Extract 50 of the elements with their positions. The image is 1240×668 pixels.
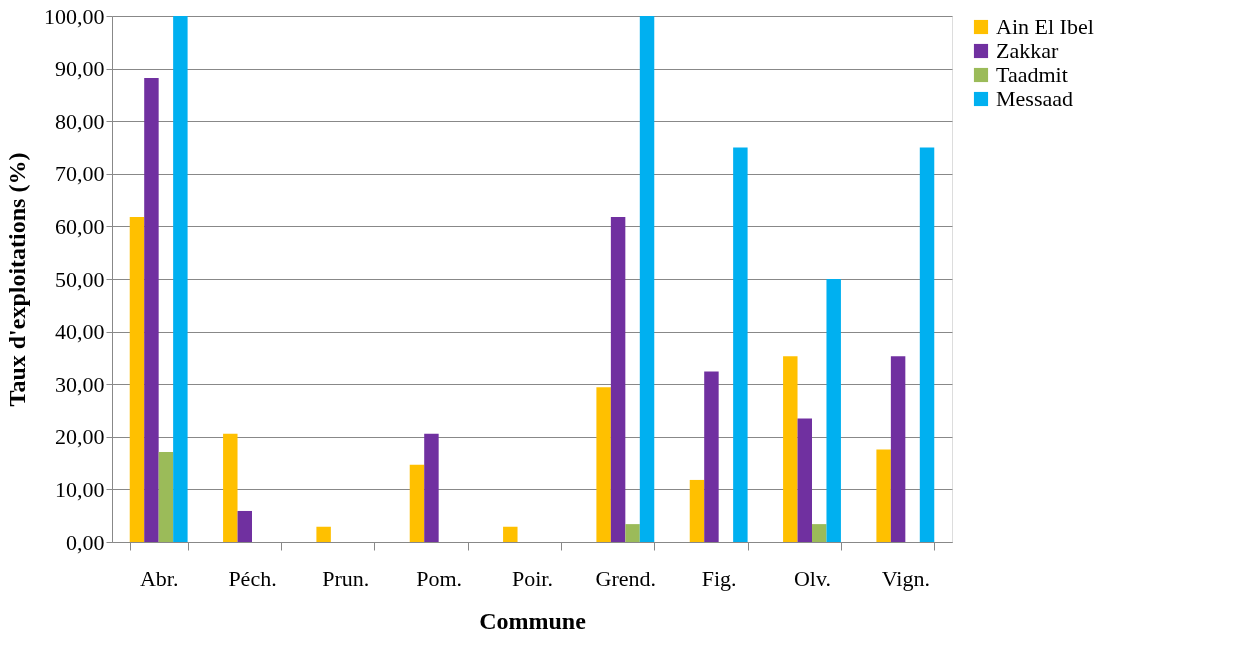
legend-label: Messaad	[996, 86, 1073, 111]
bar	[919, 147, 935, 542]
bar	[639, 16, 655, 542]
bar	[424, 433, 439, 542]
bar	[237, 510, 252, 542]
bar	[316, 526, 331, 542]
bar	[783, 356, 798, 542]
x-tick-label: Grend.	[595, 565, 657, 591]
x-tick-label: Fig.	[701, 565, 737, 591]
bar	[610, 216, 626, 542]
y-tick-label: 80,00	[55, 108, 105, 134]
x-tick-label: Poir.	[512, 565, 553, 591]
y-tick-label: 50,00	[55, 266, 105, 292]
y-tick-label: 90,00	[55, 56, 105, 82]
x-tick-label: Pom.	[416, 565, 463, 591]
y-tick-label: 70,00	[55, 161, 105, 187]
x-tick-label: Vign.	[881, 565, 930, 591]
y-tick-label: 100,00	[44, 3, 105, 29]
legend-label: Zakkar	[996, 38, 1059, 63]
bar	[890, 356, 906, 542]
y-tick-label: 20,00	[55, 424, 105, 450]
x-tick-label: Prun.	[322, 565, 370, 591]
bar	[596, 387, 611, 542]
y-tick-label: 40,00	[55, 319, 105, 345]
bar	[797, 418, 812, 542]
y-tick-label: 30,00	[55, 371, 105, 397]
bar	[826, 279, 841, 542]
bar	[812, 524, 827, 542]
bar	[876, 449, 891, 542]
y-axis-title: Taux d'exploitations (%)	[4, 152, 30, 407]
bar	[503, 526, 518, 542]
bar	[144, 78, 159, 542]
bar	[733, 147, 748, 542]
bar	[158, 452, 174, 542]
legend-label: Ain El Ibel	[996, 14, 1094, 39]
x-tick-label: Péch.	[228, 565, 277, 591]
bar	[223, 433, 238, 542]
y-tick-label: 0,00	[66, 529, 105, 555]
bar	[129, 216, 145, 542]
bar	[689, 479, 705, 542]
bar	[625, 524, 640, 542]
legend-label: Taadmit	[996, 62, 1068, 87]
x-tick-label: Olv.	[793, 565, 832, 591]
x-axis-title: Commune	[479, 607, 587, 634]
bar	[704, 371, 719, 542]
bar	[173, 16, 188, 542]
x-tick-label: Abr.	[139, 565, 179, 591]
bar	[409, 464, 425, 542]
y-tick-label: 10,00	[55, 476, 105, 502]
y-tick-label: 60,00	[55, 213, 105, 239]
